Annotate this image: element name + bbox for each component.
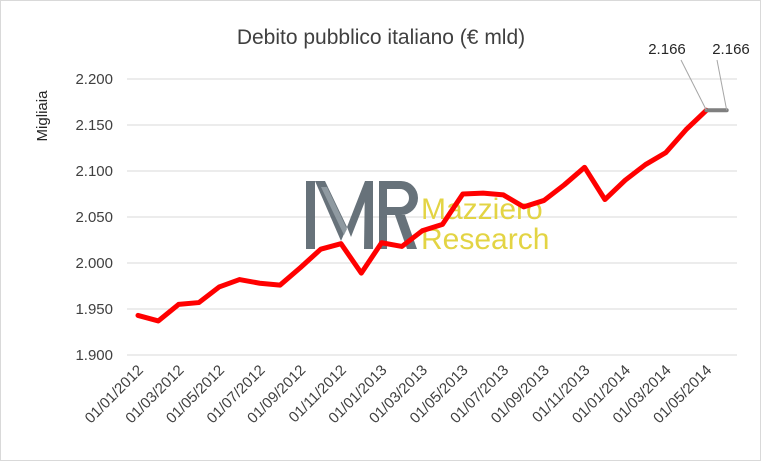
gridlines (127, 78, 737, 356)
y-tick-label: 1.900 (75, 347, 113, 364)
x-axis-ticks: 01/01/201201/03/201201/05/201201/07/2012… (82, 362, 716, 427)
annotation-leader (680, 59, 707, 111)
y-tick-label: 2.200 (75, 71, 113, 88)
y-tick-label: 2.000 (75, 255, 113, 272)
watermark-line1: Mazziero (421, 193, 543, 226)
y-tick-label: 2.050 (75, 209, 113, 226)
y-tick-label: 2.150 (75, 117, 113, 134)
watermark-line2: Research (421, 223, 549, 256)
mr-monogram-icon (306, 181, 418, 249)
data-label: 2.166 (648, 41, 686, 58)
y-tick-label: 2.100 (75, 163, 113, 180)
annotations: 2.166 2.166 (648, 41, 750, 111)
y-axis-ticks: 1.900 1.950 2.000 2.050 2.100 2.150 2.200 (75, 71, 113, 364)
annotation-leader (716, 59, 728, 111)
data-label: 2.166 (712, 41, 750, 58)
series-layer (135, 107, 729, 324)
chart-title: Debito pubblico italiano (€ mld) (237, 26, 525, 49)
y-axis-label: Migliaia (34, 90, 51, 142)
y-tick-label: 1.950 (75, 301, 113, 318)
